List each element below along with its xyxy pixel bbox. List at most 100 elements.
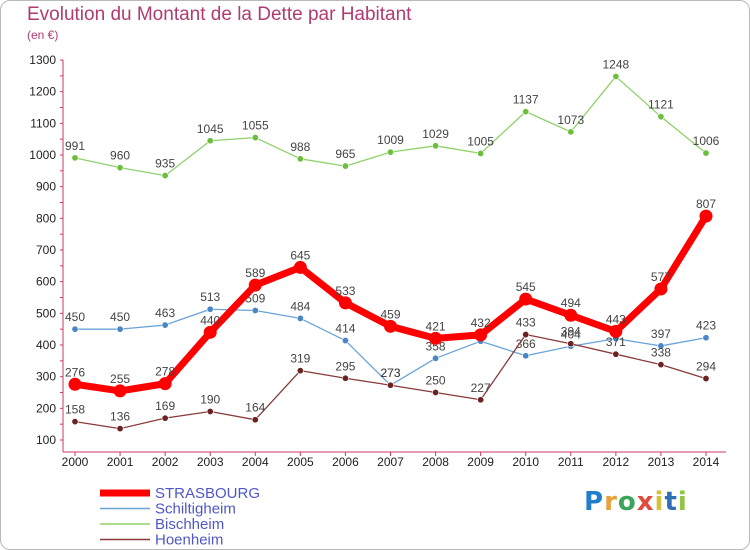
data-label: 1137 xyxy=(513,93,539,107)
data-point xyxy=(657,342,665,350)
series-strasbourg: 276 255 278 440 589 645 533 459 421 432 545 494 443 5… xyxy=(65,197,716,398)
data-point xyxy=(158,377,172,391)
data-label: 443 xyxy=(606,312,626,326)
data-label: 450 xyxy=(110,310,130,324)
data-point xyxy=(296,367,304,375)
data-label: 533 xyxy=(335,284,355,298)
data-label: 1073 xyxy=(557,113,584,127)
y-tick-label: 400 xyxy=(36,338,56,352)
data-label: 1121 xyxy=(648,98,674,112)
data-point xyxy=(161,414,169,422)
data-point xyxy=(206,137,214,145)
data-point xyxy=(384,319,397,333)
data-point xyxy=(116,425,124,433)
data-point xyxy=(386,381,394,389)
x-tick-label: 2007 xyxy=(377,455,404,469)
data-label: 227 xyxy=(471,381,491,395)
data-label: 319 xyxy=(290,352,310,366)
data-point xyxy=(296,155,304,163)
data-point xyxy=(293,260,307,274)
data-label: 960 xyxy=(110,149,130,163)
x-tick-label: 2005 xyxy=(287,455,314,469)
data-label: 273 xyxy=(380,366,400,380)
legend-label: Schiltigheim xyxy=(155,501,236,518)
logo-letter: x xyxy=(636,487,655,517)
data-label: 433 xyxy=(516,316,536,330)
data-label: 371 xyxy=(606,335,626,349)
data-point xyxy=(612,350,620,358)
y-tick-label: 1000 xyxy=(29,148,56,162)
data-point xyxy=(432,142,440,150)
y-tick-label: 300 xyxy=(36,370,56,384)
data-label: 414 xyxy=(335,322,355,336)
data-label: 276 xyxy=(65,365,85,379)
y-tick-label: 900 xyxy=(36,180,56,194)
data-point xyxy=(248,278,262,292)
data-label: 295 xyxy=(335,359,355,373)
data-point xyxy=(116,164,124,172)
y-tick-label: 1100 xyxy=(30,116,56,130)
series-hoenheim: 158 136 169 190 164 319 295 273 250 227 433 394 371 3… xyxy=(65,316,716,433)
data-point xyxy=(519,292,533,306)
logo-letter: t xyxy=(664,487,678,517)
data-point xyxy=(341,374,349,382)
data-label: 965 xyxy=(335,147,355,161)
legend-label: Bischheim xyxy=(155,516,224,533)
data-label: 513 xyxy=(200,290,220,304)
y-tick-label: 800 xyxy=(36,211,56,225)
data-point xyxy=(567,128,575,136)
series-bischheim: 991 960 935 1045 1055 988 965 1009 1029 1005 1137 1… xyxy=(65,57,720,180)
data-point xyxy=(432,388,440,396)
data-label: 273 xyxy=(380,366,400,380)
data-label: 1009 xyxy=(377,133,404,147)
data-label: 164 xyxy=(245,401,265,415)
data-point xyxy=(251,416,259,424)
data-point xyxy=(522,108,530,116)
data-label: 577 xyxy=(651,270,671,284)
x-tick-label: 2013 xyxy=(648,455,675,469)
data-point xyxy=(386,148,394,156)
data-point xyxy=(432,354,440,362)
legend-label: STRASBOURG xyxy=(155,485,260,502)
data-label: 1005 xyxy=(467,134,494,148)
data-point xyxy=(71,154,79,162)
data-label: 250 xyxy=(426,374,446,388)
logo-letter: i xyxy=(677,487,688,517)
logo-letter: P xyxy=(584,487,605,517)
legend-label: Hoenheim xyxy=(155,532,223,549)
data-point xyxy=(477,396,485,404)
data-point xyxy=(116,325,124,333)
data-label: 136 xyxy=(110,410,130,424)
data-label: 450 xyxy=(65,310,85,324)
x-tick-label: 2011 xyxy=(558,455,584,469)
x-tick-label: 2010 xyxy=(512,455,539,469)
data-point xyxy=(702,334,710,342)
data-point xyxy=(341,337,349,345)
data-point xyxy=(113,384,127,398)
data-point xyxy=(71,325,79,333)
data-label: 935 xyxy=(155,157,175,171)
data-point xyxy=(206,305,214,313)
x-tick-label: 2009 xyxy=(467,455,494,469)
chart-subtitle: (en €) xyxy=(27,28,59,42)
x-tick-label: 2003 xyxy=(197,455,224,469)
data-label: 358 xyxy=(426,339,446,353)
data-point xyxy=(161,321,169,329)
data-label: 190 xyxy=(200,393,220,407)
x-tick-label: 2014 xyxy=(693,455,720,469)
data-label: 1248 xyxy=(603,57,630,71)
data-label: 421 xyxy=(426,319,446,333)
data-point xyxy=(338,296,352,310)
axes: 100 200 300 400 500 600 700 800 900 1000 1100 1200 1… xyxy=(29,53,726,469)
y-tick-label: 1200 xyxy=(29,85,56,99)
x-tick-label: 2012 xyxy=(603,455,630,469)
logo-letter: i xyxy=(654,487,665,517)
data-label: 1029 xyxy=(422,127,449,141)
y-tick-label: 500 xyxy=(36,306,56,320)
data-label: 807 xyxy=(696,197,716,211)
data-label: 545 xyxy=(516,280,536,294)
data-label: 366 xyxy=(516,337,536,351)
data-label: 645 xyxy=(290,248,310,262)
